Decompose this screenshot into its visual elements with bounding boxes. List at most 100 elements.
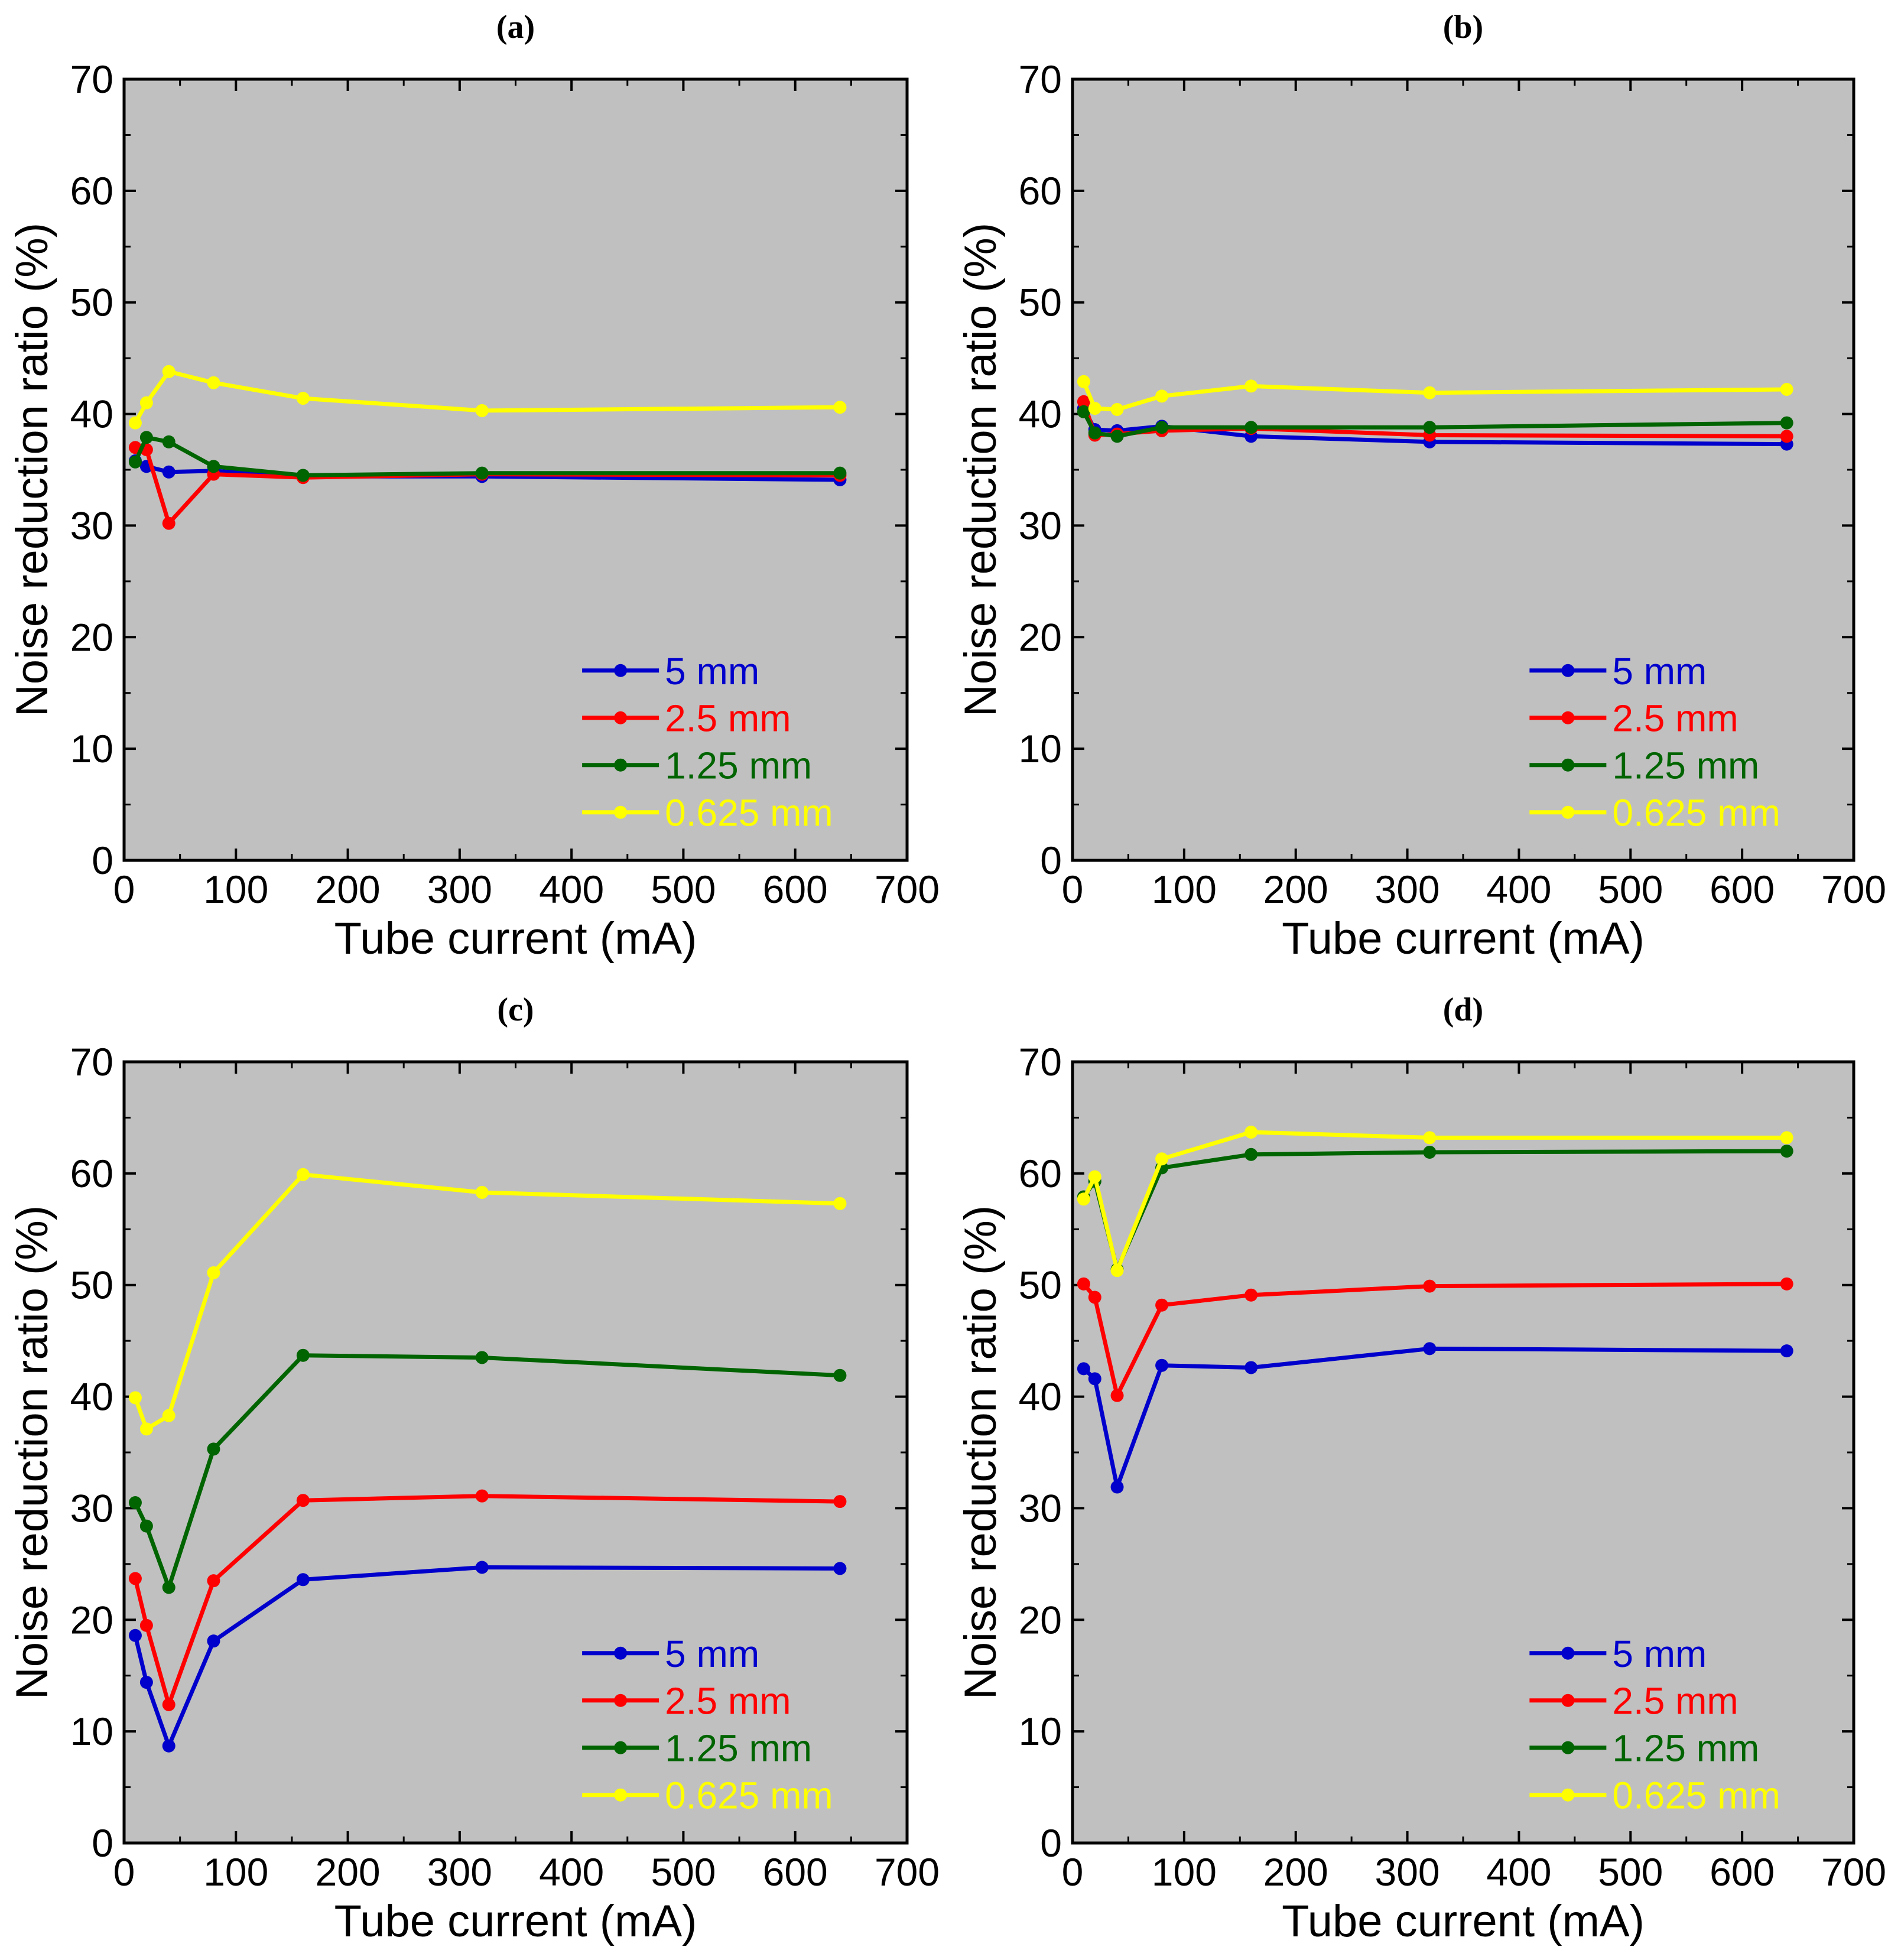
y-tick-label: 50 <box>70 281 113 324</box>
y-tick-label: 0 <box>92 838 113 882</box>
data-point <box>1780 1344 1793 1358</box>
plot-frame <box>122 77 909 862</box>
x-tick-label: 0 <box>113 1850 135 1894</box>
data-point <box>296 1348 310 1362</box>
data-point <box>1780 383 1793 396</box>
legend-swatch-marker <box>1561 1646 1575 1660</box>
data-point <box>1780 416 1793 430</box>
data-point <box>1244 1148 1258 1161</box>
data-point <box>128 1572 142 1585</box>
y-tick-label: 50 <box>70 1263 113 1307</box>
y-tick-label: 20 <box>1019 1598 1062 1642</box>
y-axis-title: Noise reduction ratio (%) <box>956 223 1006 717</box>
legend-label: 0.625 mm <box>1612 792 1780 834</box>
y-tick-label: 70 <box>70 1040 113 1084</box>
y-tick-label: 30 <box>1019 1486 1062 1530</box>
data-point <box>296 1494 310 1507</box>
y-tick-label: 70 <box>1019 57 1062 101</box>
data-point <box>139 1676 153 1689</box>
x-tick-label: 100 <box>203 867 268 911</box>
y-tick-label: 30 <box>70 1486 113 1530</box>
legend-swatch-marker <box>614 711 628 724</box>
y-tick-label: 20 <box>1019 615 1062 659</box>
data-point <box>139 1422 153 1436</box>
legend-swatch-marker <box>614 758 628 772</box>
data-point <box>1088 402 1101 415</box>
legend-swatch-marker <box>614 1788 628 1802</box>
x-tick-label: 500 <box>651 1850 716 1894</box>
data-point <box>296 1573 310 1587</box>
data-point <box>1244 421 1258 434</box>
y-axis-title: Noise reduction ratio (%) <box>956 1205 1006 1699</box>
plot-area <box>124 1062 907 1843</box>
data-point <box>128 1496 142 1509</box>
data-point <box>1088 1170 1101 1184</box>
y-tick-label: 10 <box>70 1709 113 1753</box>
x-tick-label: 100 <box>1152 867 1217 911</box>
data-point <box>207 1442 220 1456</box>
y-tick-label: 50 <box>1019 281 1062 324</box>
data-point <box>1780 1277 1793 1291</box>
legend-label: 0.625 mm <box>665 1774 833 1817</box>
y-tick-label: 40 <box>1019 1375 1062 1419</box>
data-point <box>1077 405 1090 418</box>
x-tick-label: 100 <box>1152 1850 1217 1894</box>
legend-swatch-marker <box>614 1741 628 1754</box>
data-point <box>1244 379 1258 393</box>
x-tick-label: 300 <box>1375 1850 1440 1894</box>
legend-label: 2.5 mm <box>1612 697 1738 740</box>
y-tick-label: 50 <box>1019 1263 1062 1307</box>
data-point <box>162 1698 176 1711</box>
data-point <box>1088 1291 1101 1304</box>
data-point <box>475 404 489 417</box>
y-axis-title: Noise reduction ratio (%) <box>7 1205 57 1699</box>
x-tick-label: 500 <box>1598 1850 1663 1894</box>
data-point <box>1088 426 1101 440</box>
x-tick-label: 400 <box>539 867 604 911</box>
data-point <box>1423 1145 1437 1159</box>
data-point <box>207 1266 220 1279</box>
legend-swatch-marker <box>1561 805 1575 819</box>
data-point <box>139 1618 153 1632</box>
data-point <box>833 1562 847 1575</box>
legend-label: 1.25 mm <box>1612 745 1759 787</box>
data-point <box>833 466 847 480</box>
x-tick-label: 600 <box>763 867 828 911</box>
x-tick-label: 500 <box>1598 867 1663 911</box>
plot-area <box>1073 79 1854 860</box>
legend-label: 1.25 mm <box>1612 1727 1759 1770</box>
data-point <box>1423 421 1437 434</box>
data-point <box>162 365 176 378</box>
legend-label: 5 mm <box>1612 650 1707 693</box>
legend-label: 1.25 mm <box>665 1727 812 1770</box>
legend-label: 2.5 mm <box>665 697 791 740</box>
data-point <box>139 431 153 444</box>
data-point <box>1077 375 1090 388</box>
y-tick-label: 70 <box>1019 1040 1062 1084</box>
data-point <box>162 1409 176 1422</box>
data-point <box>833 1495 847 1509</box>
data-point <box>1423 1131 1437 1145</box>
data-point <box>1155 1298 1169 1312</box>
plot-area <box>1073 1062 1854 1843</box>
x-tick-label: 0 <box>1062 867 1084 911</box>
x-tick-label: 600 <box>1710 1850 1775 1894</box>
data-point <box>296 1168 310 1181</box>
data-point <box>833 1369 847 1382</box>
x-axis-title: Tube current (mA) <box>334 1896 697 1946</box>
legend-label: 5 mm <box>665 650 759 693</box>
legend-swatch-marker <box>1561 1788 1575 1802</box>
legend-label: 5 mm <box>665 1633 759 1675</box>
data-point <box>162 435 176 448</box>
data-point <box>1423 1279 1437 1293</box>
data-point <box>1155 1358 1169 1372</box>
x-tick-label: 200 <box>1263 1850 1328 1894</box>
x-tick-label: 200 <box>1263 867 1328 911</box>
x-tick-label: 400 <box>1486 867 1551 911</box>
y-tick-label: 20 <box>70 615 113 659</box>
data-point <box>1423 386 1437 399</box>
data-point <box>162 1739 176 1753</box>
x-tick-label: 500 <box>651 867 716 911</box>
data-point <box>162 465 176 479</box>
